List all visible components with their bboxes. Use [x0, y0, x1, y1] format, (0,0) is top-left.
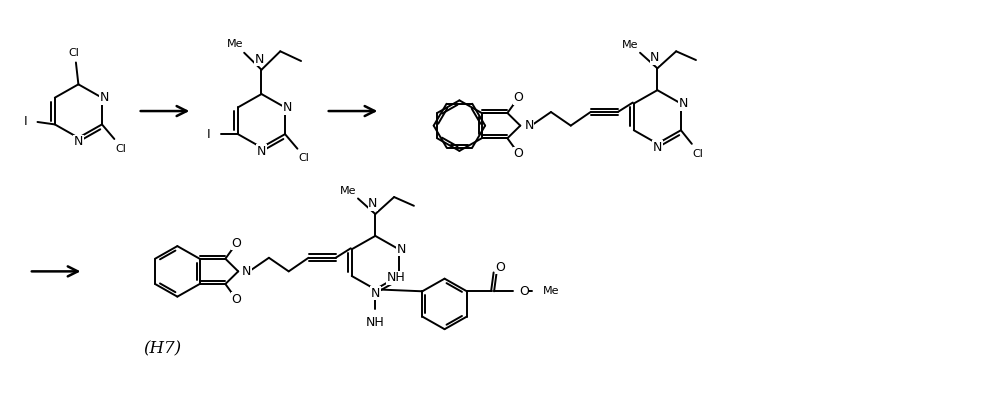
Text: N: N	[679, 97, 688, 110]
Text: I: I	[23, 116, 27, 129]
Text: Me: Me	[543, 286, 559, 296]
Text: O: O	[496, 260, 505, 274]
Text: N: N	[524, 119, 534, 132]
Text: O: O	[513, 147, 523, 160]
Text: (H7): (H7)	[144, 341, 182, 358]
Text: N: N	[651, 51, 660, 64]
Text: NH: NH	[387, 272, 406, 285]
Text: O: O	[519, 285, 529, 298]
Text: N: N	[370, 287, 380, 300]
Text: I: I	[207, 127, 210, 141]
Text: N: N	[368, 197, 377, 210]
Text: O: O	[513, 91, 523, 104]
Text: O: O	[232, 237, 242, 250]
Text: NH: NH	[366, 316, 384, 329]
Text: N: N	[256, 145, 266, 158]
Text: N: N	[243, 265, 251, 278]
Text: O: O	[232, 293, 242, 306]
Text: Me: Me	[340, 186, 356, 196]
Text: N: N	[254, 53, 263, 66]
Text: Me: Me	[622, 40, 639, 50]
Text: N: N	[653, 141, 662, 154]
Text: Cl: Cl	[298, 153, 309, 164]
Text: N: N	[74, 135, 83, 148]
Text: N: N	[396, 243, 406, 256]
Text: Cl: Cl	[116, 144, 126, 154]
Text: Cl: Cl	[68, 48, 79, 58]
Text: N: N	[282, 101, 292, 114]
Text: Cl: Cl	[693, 148, 704, 158]
Text: N: N	[100, 91, 109, 104]
Text: Me: Me	[227, 39, 244, 49]
